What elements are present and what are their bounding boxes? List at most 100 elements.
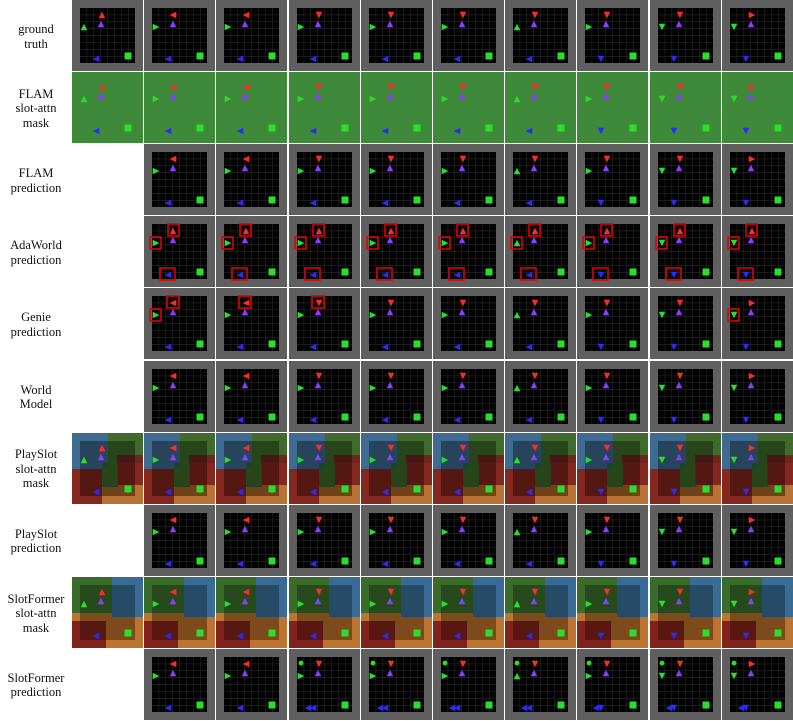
red-triangle-icon	[531, 372, 539, 379]
purple-triangle-icon	[314, 20, 321, 28]
green-triangle-icon	[152, 384, 160, 391]
red-triangle-icon	[531, 300, 539, 307]
red-triangle-icon	[676, 516, 683, 523]
red-box-highlight-icon	[238, 295, 253, 310]
blue-triangle-icon	[381, 488, 389, 495]
purple-triangle-icon	[169, 381, 177, 388]
frame-image	[216, 360, 288, 432]
purple-triangle-icon	[747, 525, 755, 532]
green-triangle-icon	[730, 239, 738, 247]
red-triangle-icon	[604, 227, 611, 235]
blue-triangle-icon	[164, 271, 172, 279]
green-square-goal-icon	[196, 52, 204, 60]
red-triangle-icon	[243, 300, 250, 307]
green-square-goal-icon	[557, 557, 565, 565]
green-square-goal-icon	[268, 557, 276, 565]
blue-triangle-icon	[453, 55, 461, 63]
red-box-highlight-icon	[149, 236, 162, 251]
green-triangle-icon	[730, 384, 738, 391]
red-triangle-icon	[243, 516, 250, 523]
blue-triangle-icon	[670, 271, 677, 279]
green-triangle-icon	[369, 167, 377, 175]
frame-tile-flam_mask-9	[721, 72, 793, 144]
red-box-highlight-icon	[726, 308, 740, 323]
blue-triangle-icon	[381, 344, 389, 351]
red-triangle-icon	[387, 588, 395, 596]
red-triangle-icon	[315, 516, 322, 523]
green-square-goal-icon	[774, 485, 782, 493]
row-label-line: Genie	[21, 310, 51, 325]
blue-triangle-icon	[381, 704, 389, 712]
frame-tile-playslot_pred-5	[433, 504, 504, 576]
purple-triangle-icon	[603, 236, 610, 244]
blue-triangle-icon	[92, 488, 100, 495]
frame-image	[505, 432, 577, 504]
frame-tile-gt-5	[433, 0, 504, 71]
row-label-world_model: World Model	[0, 383, 72, 412]
blue-triangle-icon	[742, 344, 750, 351]
green-triangle-icon	[369, 239, 377, 247]
purple-triangle-icon	[386, 669, 394, 677]
red-box-highlight-icon	[736, 267, 754, 282]
blue-triangle-icon	[742, 704, 750, 712]
frame-tile-flam_pred-2	[216, 144, 288, 216]
purple-triangle-icon	[169, 669, 177, 677]
frame-tile-slotformer_pred-6	[505, 648, 577, 720]
blue-triangle-icon	[670, 560, 677, 567]
green-triangle-icon	[441, 456, 449, 463]
frame-tile-adaworld_pred-5	[433, 216, 504, 288]
blue-triangle-icon	[381, 416, 389, 423]
blue-triangle-icon	[304, 704, 311, 712]
purple-triangle-icon	[169, 309, 177, 316]
red-box-highlight-icon	[375, 267, 393, 282]
blue-triangle-icon	[237, 127, 244, 135]
red-triangle-icon	[604, 660, 611, 668]
purple-triangle-icon	[675, 669, 682, 677]
red-triangle-icon	[315, 588, 322, 596]
green-square-goal-icon	[413, 196, 421, 204]
green-square-goal-icon	[557, 701, 565, 709]
blue-triangle-icon	[164, 55, 172, 63]
green-square-goal-icon	[196, 196, 204, 204]
blue-triangle-icon	[742, 488, 750, 495]
frame-image	[360, 216, 432, 288]
green-dot-icon	[586, 660, 592, 666]
row-label-line: PlaySlot	[14, 447, 58, 462]
green-triangle-icon	[658, 528, 665, 535]
green-square-goal-icon	[557, 340, 565, 348]
red-triangle-icon	[748, 11, 756, 19]
green-square-goal-icon	[413, 124, 421, 132]
purple-triangle-icon	[386, 525, 394, 532]
purple-triangle-icon	[169, 20, 177, 28]
green-triangle-icon	[369, 95, 377, 103]
row-label-line: SlotFormer	[7, 591, 65, 606]
blue-triangle-icon	[453, 199, 461, 207]
green-triangle-icon	[586, 95, 593, 103]
frame-tile-playslot_mask-6	[505, 432, 577, 504]
blue-triangle-icon	[598, 416, 605, 423]
red-triangle-icon	[243, 372, 250, 379]
red-box-highlight-icon	[528, 223, 541, 238]
green-triangle-icon	[658, 672, 665, 680]
red-triangle-icon	[98, 83, 106, 91]
green-triangle-icon	[441, 167, 449, 175]
green-square-goal-icon	[485, 124, 493, 132]
purple-triangle-icon	[747, 597, 755, 605]
purple-triangle-icon	[458, 381, 466, 388]
red-triangle-icon	[748, 660, 756, 668]
blue-triangle-icon	[598, 632, 605, 640]
frame-image	[505, 288, 577, 360]
frame-tile-world_model-8	[649, 360, 721, 432]
red-triangle-icon	[315, 444, 322, 451]
frame-tile-flam_pred-7	[577, 144, 649, 216]
row-label-line: World	[20, 382, 52, 397]
green-square-goal-icon	[124, 52, 132, 60]
red-triangle-icon	[748, 588, 756, 596]
blue-triangle-icon	[742, 55, 750, 63]
row-label-line: PlaySlot	[14, 526, 58, 541]
red-triangle-icon	[243, 155, 250, 163]
frame-tile-gt-1	[144, 0, 216, 71]
green-triangle-icon	[513, 600, 521, 608]
green-triangle-icon	[369, 312, 377, 319]
green-triangle-icon	[152, 23, 160, 31]
